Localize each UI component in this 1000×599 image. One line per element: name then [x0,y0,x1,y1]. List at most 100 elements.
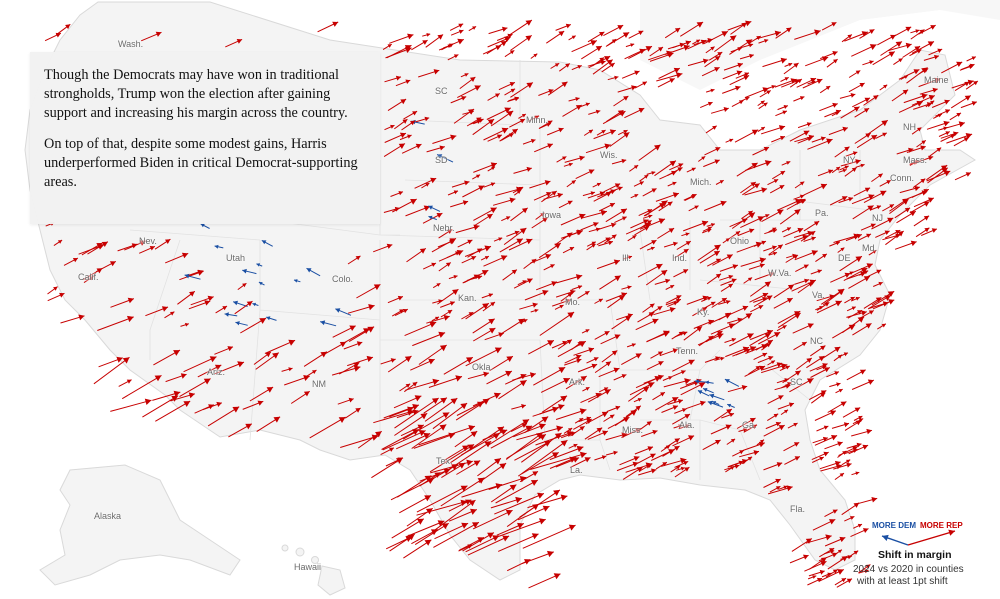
state-label-sc: SC [790,377,803,387]
shift-arrow-head [611,234,617,239]
shift-arrow-head [831,552,838,558]
shift-arrow-head [832,51,838,56]
legend-title: Shift in margin [878,549,952,561]
shift-arrow-head [753,450,759,456]
shift-arrow-head [714,244,721,251]
shift-arrow-head [819,569,825,575]
shift-arrow-head [506,356,513,362]
shift-arrow-head [237,361,244,368]
shift-arrow-head [669,160,676,167]
shift-arrow-head [784,77,789,81]
shift-arrow-shaft [406,520,445,537]
shift-arrow-head [810,231,816,236]
shift-arrow-head [502,26,508,32]
shift-arrow-head [526,82,533,89]
shift-arrow-head [793,63,799,68]
shift-arrow-head [373,284,381,291]
shift-arrow-head [823,425,829,430]
shift-arrow-head [568,428,573,432]
shift-arrow-shaft [416,500,468,516]
shift-arrow-head [403,309,408,314]
state-label-sc-north: SC [435,86,448,96]
shift-arrow-head [930,25,936,30]
shift-arrow-head [928,197,934,203]
shift-arrow-head [761,240,766,245]
shift-arrow-head [482,303,489,310]
shift-arrow-head [417,518,424,525]
shift-arrow-head [934,77,941,84]
shift-arrow-head [447,229,453,234]
shift-arrow-head [490,207,497,214]
shift-arrow-head [537,492,544,499]
shift-arrow-head [576,358,582,364]
shift-arrow-head [688,359,695,366]
shift-arrow-head [696,22,704,28]
shift-arrow-head [450,398,458,405]
shift-arrow-head [55,32,61,38]
shift-arrow-head [355,255,361,261]
shift-arrow-head [494,347,502,354]
shift-arrow-head [651,171,656,175]
shift-arrow-head [764,39,769,43]
shift-arrow-head [404,356,412,363]
shift-arrow-head [550,264,555,269]
shift-arrow-head [786,227,791,231]
shift-arrow-head [466,357,473,364]
shift-arrow-head [478,185,485,191]
state-label-ark: Ark. [569,377,586,387]
shift-arrow-head [590,191,595,196]
shift-arrow-head [399,309,404,314]
state-label-sd: SD [435,155,448,165]
shift-arrow-head [904,207,911,213]
shift-arrow-head [713,251,720,257]
shift-arrow-head [833,59,838,64]
shift-arrow-head [615,405,621,411]
shift-arrow-head [855,70,861,75]
shift-arrow-head [483,371,489,378]
shift-arrow-head [575,274,583,281]
shift-arrow-head [472,26,477,30]
shift-arrow-head [203,378,211,385]
shift-arrow-head [678,331,684,336]
shift-arrow-head [924,227,930,233]
shift-arrow-head [866,263,873,269]
shift-arrow-head [895,230,901,235]
shift-arrow-head [860,271,866,277]
shift-arrow-head [855,256,862,263]
shift-arrow-head [905,42,912,49]
shift-arrow-head [766,90,771,95]
shift-arrow-head [208,404,214,410]
shift-arrow-head [678,399,683,404]
shift-arrow-head [964,95,971,101]
shift-arrow-head [368,304,375,311]
shift-arrow-head [871,497,878,503]
shift-arrow-head [487,532,494,539]
shift-arrow-head [738,460,744,466]
shift-arrow-head [822,363,828,368]
shift-arrow-head [595,227,601,232]
shift-arrow-head [170,311,175,316]
shift-arrow-shaft [461,484,503,498]
shift-arrow-head [672,181,677,186]
shift-arrow-head [792,253,797,258]
shift-arrow-head [835,166,841,171]
shift-arrow-head [598,298,603,303]
shift-arrow-head [477,537,484,543]
shift-arrow-head [754,183,760,189]
shift-arrow-head [425,508,433,515]
shift-arrow-head [807,323,814,329]
shift-arrow-head [428,205,433,210]
shift-arrow-head [509,50,515,55]
shift-arrow-head [554,243,561,249]
shift-arrow-head [801,342,807,347]
shift-arrow-head [758,305,764,310]
shift-arrow-head [461,522,469,529]
shift-arrow-head [590,40,597,46]
state-label-mich: Mich. [690,177,712,187]
shift-arrow-head [837,549,842,554]
shift-arrow-head [806,358,812,363]
shift-arrow-head [573,443,578,448]
shift-arrow-head [682,408,687,413]
shift-arrow-head [437,154,443,159]
shift-arrow-head [207,295,214,302]
